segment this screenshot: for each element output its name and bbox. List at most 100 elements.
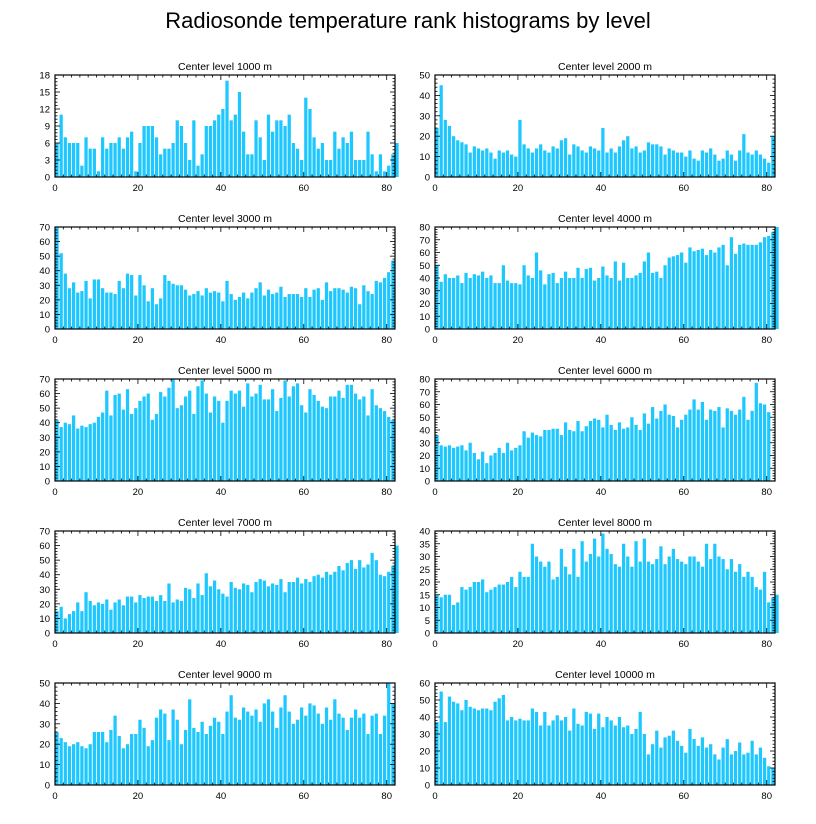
bar [443, 446, 447, 481]
bar [229, 390, 233, 481]
bar [555, 428, 559, 481]
bar [721, 559, 725, 633]
bar [349, 286, 354, 329]
bar [287, 582, 291, 633]
bar [329, 396, 333, 481]
plot-frame [54, 378, 396, 482]
bar [551, 272, 555, 329]
bar [675, 559, 680, 633]
bar [767, 162, 771, 177]
bar [279, 286, 283, 329]
x-tick-label: 80 [761, 183, 772, 194]
bar [366, 131, 370, 177]
bar [704, 419, 709, 481]
bar [758, 403, 763, 481]
bar [254, 120, 258, 177]
bar [258, 721, 262, 785]
bar [254, 288, 258, 329]
bar [130, 131, 134, 177]
bar [349, 560, 354, 633]
bar [138, 143, 142, 177]
bar [142, 285, 146, 329]
bar [481, 708, 485, 785]
bar [597, 419, 601, 481]
y-tick-label: 60 [39, 389, 50, 400]
y-tick-label: 10 [39, 462, 50, 473]
x-tick-label: 60 [678, 639, 689, 650]
y-tick-label: 80 [419, 223, 430, 234]
bar [221, 422, 225, 481]
bar [613, 430, 617, 481]
bar [150, 288, 155, 329]
bar [729, 410, 734, 482]
bar [688, 556, 692, 633]
x-tick-label: 80 [381, 791, 392, 802]
bar [605, 548, 609, 633]
bar [159, 154, 163, 177]
bar [320, 406, 325, 481]
bar [758, 589, 763, 633]
bar [163, 600, 167, 633]
y-tick-label: 20 [419, 578, 430, 589]
bar [526, 576, 530, 633]
bar [451, 701, 456, 785]
bar [138, 400, 142, 481]
bar [510, 154, 514, 177]
bar [366, 415, 370, 481]
bar [684, 414, 688, 481]
bar [609, 424, 613, 481]
bar [370, 154, 374, 177]
bar [125, 137, 130, 177]
bar [233, 717, 237, 785]
y-tick-label: 50 [39, 679, 50, 690]
bar [159, 298, 163, 329]
x-tick-label: 80 [381, 183, 392, 194]
bar [324, 707, 329, 785]
x-tick-label: 0 [432, 487, 437, 498]
bar [638, 561, 642, 633]
bar [592, 728, 597, 785]
bar [435, 594, 439, 633]
bar [762, 757, 767, 785]
figure-title: Radiosonde temperature rank histograms b… [165, 8, 651, 33]
bar [241, 292, 246, 329]
bar [117, 736, 121, 785]
y-tick-label: 40 [419, 91, 430, 102]
bar [295, 719, 300, 785]
bar [663, 737, 667, 785]
bar [67, 424, 72, 481]
y-tick-label: 15 [39, 88, 50, 99]
bar [312, 576, 316, 633]
bar [96, 731, 101, 785]
x-tick-label: 40 [216, 487, 227, 498]
bar [534, 435, 539, 481]
bar [634, 424, 638, 481]
bar [142, 126, 146, 177]
bar [746, 419, 750, 481]
bar [382, 411, 387, 481]
y-tick-label: 50 [39, 404, 50, 415]
bar [192, 294, 196, 329]
bar [651, 144, 655, 177]
bar [109, 609, 113, 633]
y-tick-label: 10 [39, 760, 50, 771]
bar [55, 611, 59, 633]
bar [200, 721, 204, 785]
bar [497, 447, 501, 481]
bar [588, 421, 593, 481]
bar [221, 593, 225, 633]
bar [547, 561, 551, 633]
panel-title: Center level 6000 m [558, 365, 652, 377]
panel-1: Center level 1000 m 0 20 40 60 80 0 3 6 9 12 15 18 [39, 61, 399, 194]
bar [362, 567, 366, 633]
bar [221, 734, 225, 785]
bar [551, 579, 555, 633]
bar [287, 711, 291, 785]
bar [481, 451, 485, 481]
bar [717, 407, 721, 481]
bar [443, 274, 447, 329]
bar [183, 289, 188, 329]
bar [655, 559, 659, 633]
bar [667, 148, 671, 177]
bar [464, 450, 468, 481]
